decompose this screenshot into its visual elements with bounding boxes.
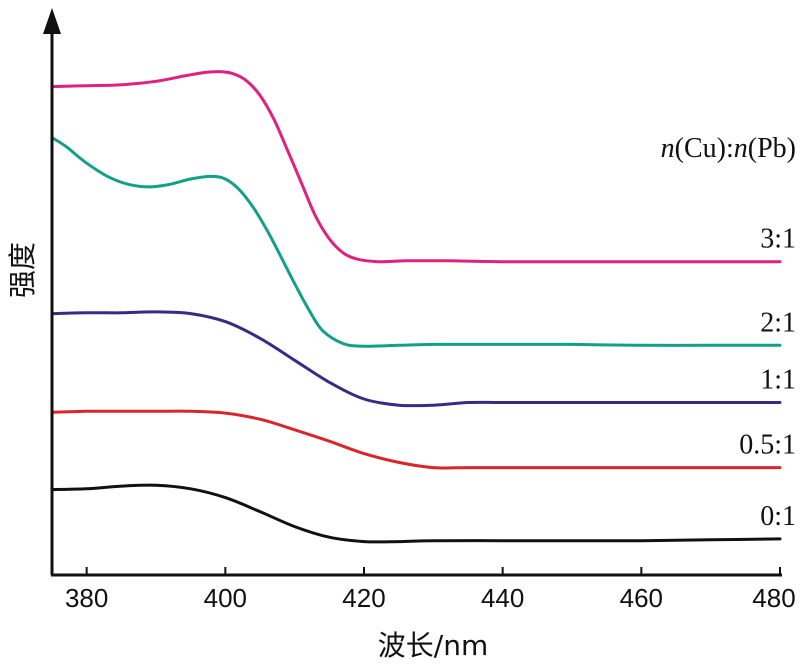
legend-title-cu: (Cu) bbox=[675, 133, 726, 164]
series-label-4: 0:1 bbox=[760, 501, 796, 532]
legend-title-n2: n bbox=[734, 133, 748, 164]
x-axis-title: 波长/nm bbox=[378, 629, 488, 662]
x-tick-label: 460 bbox=[620, 583, 663, 613]
x-tick-label: 480 bbox=[752, 583, 795, 613]
plot-area: 380 400 420 440 460 480 3:1 2:1 1:1 0.5:1 0:1 bbox=[43, 8, 796, 613]
series-line-2 bbox=[50, 310, 782, 408]
series-label-0: 3:1 bbox=[760, 224, 796, 255]
series-line-3 bbox=[50, 409, 782, 470]
y-axis-arrow-icon bbox=[43, 8, 61, 34]
series-labels: 3:1 2:1 1:1 0.5:1 0:1 bbox=[739, 224, 796, 532]
legend-title-pb: (Pb) bbox=[748, 133, 796, 164]
series-label-1: 2:1 bbox=[760, 307, 796, 338]
series-line-1 bbox=[50, 136, 782, 348]
x-ticks: 380 400 420 440 460 480 bbox=[65, 567, 796, 613]
x-tick-label: 400 bbox=[204, 583, 247, 613]
series-lines bbox=[50, 70, 782, 544]
legend-title-sep: : bbox=[726, 133, 734, 164]
series-line-0 bbox=[50, 70, 782, 264]
y-axis-title: 强度 bbox=[6, 242, 39, 298]
series-label-3: 0.5:1 bbox=[739, 430, 796, 461]
legend-title: n(Cu):n(Pb) bbox=[661, 133, 796, 164]
legend-title-n1: n bbox=[661, 133, 675, 164]
x-tick-label: 420 bbox=[342, 583, 385, 613]
series-label-2: 1:1 bbox=[760, 365, 796, 396]
x-tick-label: 380 bbox=[65, 583, 108, 613]
x-tick-label: 440 bbox=[481, 583, 524, 613]
axes bbox=[43, 8, 782, 577]
series-line-4 bbox=[50, 483, 782, 544]
